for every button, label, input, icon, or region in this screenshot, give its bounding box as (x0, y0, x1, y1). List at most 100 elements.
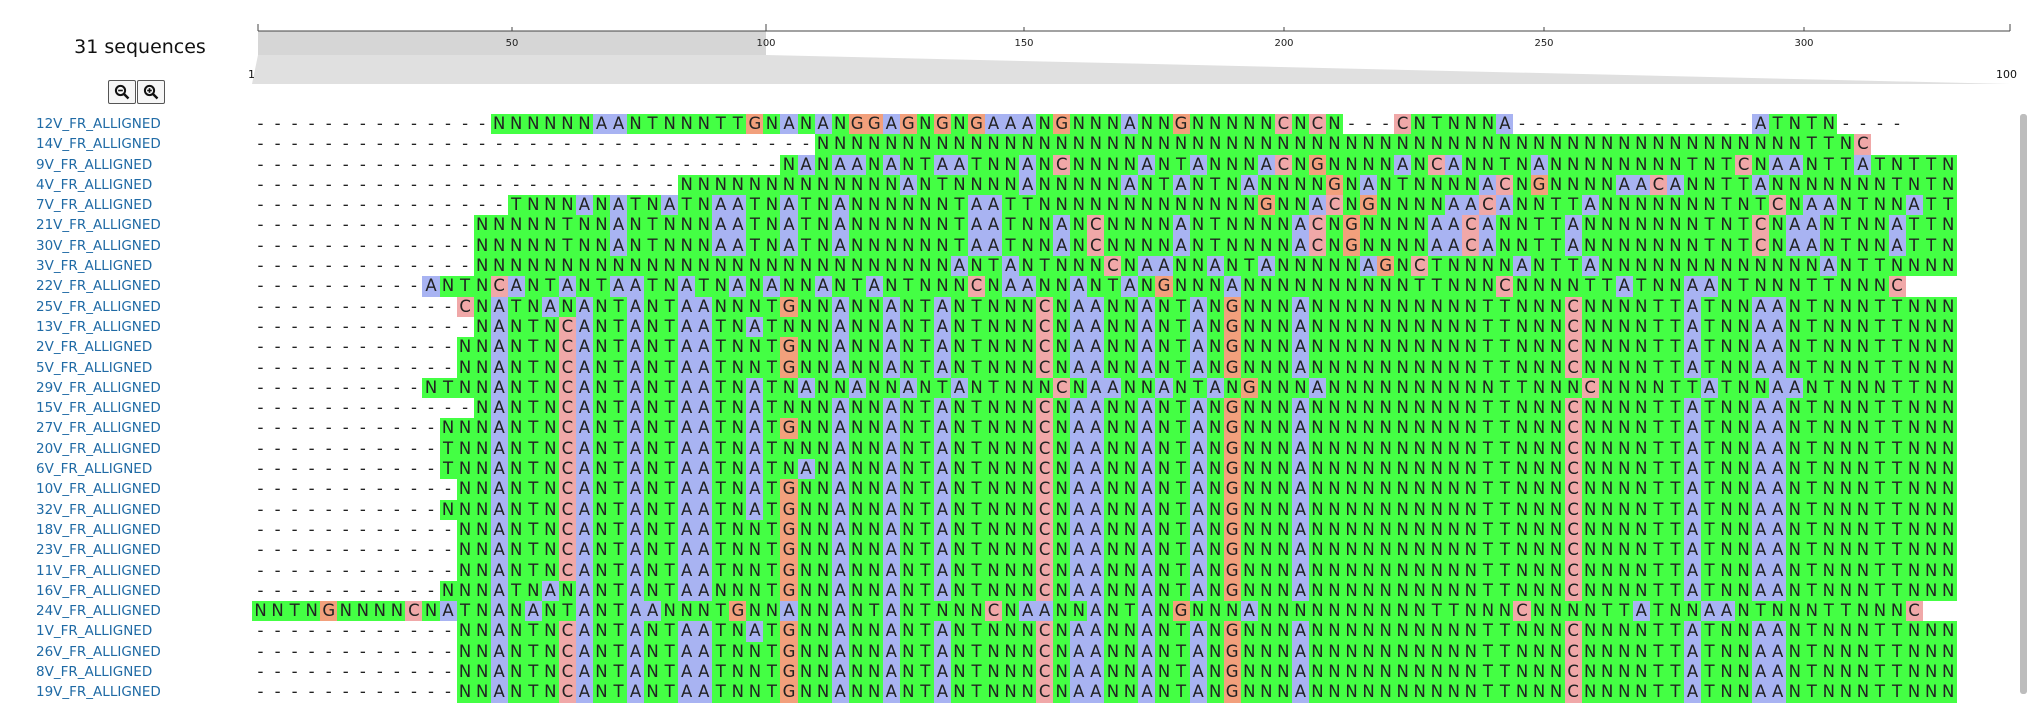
base-cell: A (490, 296, 508, 317)
sequence-name[interactable]: 15V_FR_ALLIGNED (36, 400, 161, 417)
sequence-name[interactable]: 30V_FR_ALLIGNED (36, 237, 161, 254)
sequence-name[interactable]: 8V_FR_ALLIGNED (36, 664, 153, 681)
sequence-name[interactable]: 13V_FR_ALLIGNED (36, 318, 161, 335)
base-cell: N (814, 377, 832, 399)
base-cell: N (1274, 682, 1292, 703)
base-cell: T (1649, 438, 1667, 460)
zoom-out-button[interactable] (108, 80, 136, 104)
base-cell: A (575, 479, 593, 500)
base-cell: G (780, 499, 798, 520)
base-cell: A (1291, 357, 1309, 378)
base-cell: N (1598, 296, 1616, 317)
base-cell: A (627, 459, 645, 480)
sequence-name[interactable]: 29V_FR_ALLIGNED (36, 379, 161, 396)
sequence-name[interactable]: 20V_FR_ALLIGNED (36, 440, 161, 457)
sequence-name[interactable]: 10V_FR_ALLIGNED (36, 481, 161, 498)
vertical-scrollbar-thumb[interactable] (2020, 114, 2027, 694)
base-cell: N (1223, 154, 1241, 175)
base-cell: N (1820, 316, 1838, 338)
base-cell: G (1377, 256, 1395, 277)
sequence-name[interactable]: 19V_FR_ALLIGNED (36, 684, 161, 701)
base-cell: N (1803, 256, 1821, 277)
sequence-name[interactable]: 3V_FR_ALLIGNED (36, 258, 153, 275)
base-cell: N (729, 174, 747, 196)
base-cell: N (1394, 296, 1412, 317)
gap-cell: - (303, 357, 321, 378)
gap-cell: - (354, 560, 372, 581)
sequence-name[interactable]: 24V_FR_ALLIGNED (36, 603, 161, 620)
sequence-name[interactable]: 14V_FR_ALLIGNED (36, 136, 161, 153)
base-cell: N (1274, 499, 1292, 520)
base-cell: G (1223, 499, 1241, 520)
base-cell: N (797, 296, 815, 317)
sequence-name[interactable]: 32V_FR_ALLIGNED (36, 501, 161, 518)
sequence-name[interactable]: 9V_FR_ALLIGNED (36, 156, 153, 173)
base-cell: N (644, 519, 662, 541)
gap-cell: - (456, 174, 474, 196)
sequence-name[interactable]: 18V_FR_ALLIGNED (36, 521, 161, 538)
base-cell: N (1530, 479, 1548, 500)
gap-cell: - (524, 134, 542, 155)
base-cell: N (865, 662, 883, 683)
base-cell: N (1581, 459, 1599, 480)
base-cell: A (1070, 398, 1088, 419)
sequence-name[interactable]: 2V_FR_ALLIGNED (36, 339, 153, 356)
sequence-name[interactable]: 21V_FR_ALLIGNED (36, 217, 161, 234)
base-cell: N (729, 519, 747, 541)
position-ruler[interactable]: 50 100 150 200 250 300 (252, 24, 2022, 86)
base-cell: T (1002, 235, 1020, 257)
gap-cell: - (388, 641, 406, 663)
sequence-name[interactable]: 23V_FR_ALLIGNED (36, 542, 161, 559)
base-cell: N (1325, 459, 1343, 480)
base-cell: N (1394, 134, 1412, 155)
base-cell: N (865, 316, 883, 338)
base-cell: N (1053, 519, 1071, 541)
sequence-name[interactable]: 5V_FR_ALLIGNED (36, 359, 153, 376)
base-cell: N (1189, 235, 1207, 257)
base-cell: N (1854, 540, 1872, 561)
sequence-name[interactable]: 7V_FR_ALLIGNED (36, 197, 153, 214)
base-cell: N (746, 276, 764, 297)
gap-cell: - (388, 519, 406, 541)
base-cell: C (1308, 114, 1326, 135)
base-cell: N (456, 357, 474, 378)
base-cell: T (1189, 377, 1207, 399)
sequence-name[interactable]: 1V_FR_ALLIGNED (36, 623, 153, 640)
base-cell: N (1581, 337, 1599, 358)
zoom-in-button[interactable] (137, 80, 165, 104)
base-cell: N (729, 682, 747, 703)
base-cell: N (1598, 479, 1616, 500)
base-cell: N (950, 398, 968, 419)
sequence-name[interactable]: 22V_FR_ALLIGNED (36, 278, 161, 295)
base-cell: T (712, 479, 730, 500)
sequence-name[interactable]: 27V_FR_ALLIGNED (36, 420, 161, 437)
base-cell: N (1820, 215, 1838, 236)
base-cell: T (1700, 499, 1719, 520)
sequence-name[interactable]: 12V_FR_ALLIGNED (36, 116, 161, 132)
base-cell: N (1087, 276, 1105, 297)
base-cell: T (967, 479, 986, 500)
sequence-name[interactable]: 6V_FR_ALLIGNED (36, 461, 153, 478)
base-cell: N (1343, 499, 1361, 520)
base-cell: T (1649, 398, 1667, 419)
base-cell: A (541, 580, 559, 602)
sequence-name[interactable]: 16V_FR_ALLIGNED (36, 582, 161, 599)
sequence-name[interactable]: 11V_FR_ALLIGNED (36, 562, 161, 579)
base-cell: A (1291, 499, 1309, 520)
base-cell: T (1666, 580, 1684, 602)
gap-cell: - (405, 256, 423, 277)
base-cell: N (644, 418, 662, 439)
base-cell: A (1087, 479, 1105, 500)
base-cell: T (1905, 154, 1923, 175)
base-cell: N (1462, 276, 1480, 297)
base-cell: T (1649, 641, 1667, 663)
base-cell: N (1325, 682, 1343, 703)
sequence-name[interactable]: 26V_FR_ALLIGNED (36, 643, 161, 660)
base-cell: T (661, 560, 679, 581)
sequence-name[interactable]: 25V_FR_ALLIGNED (36, 298, 161, 315)
overview-viewport[interactable] (258, 31, 766, 55)
base-cell: N (797, 337, 815, 358)
sequence-name[interactable]: 4V_FR_ALLIGNED (36, 176, 153, 193)
